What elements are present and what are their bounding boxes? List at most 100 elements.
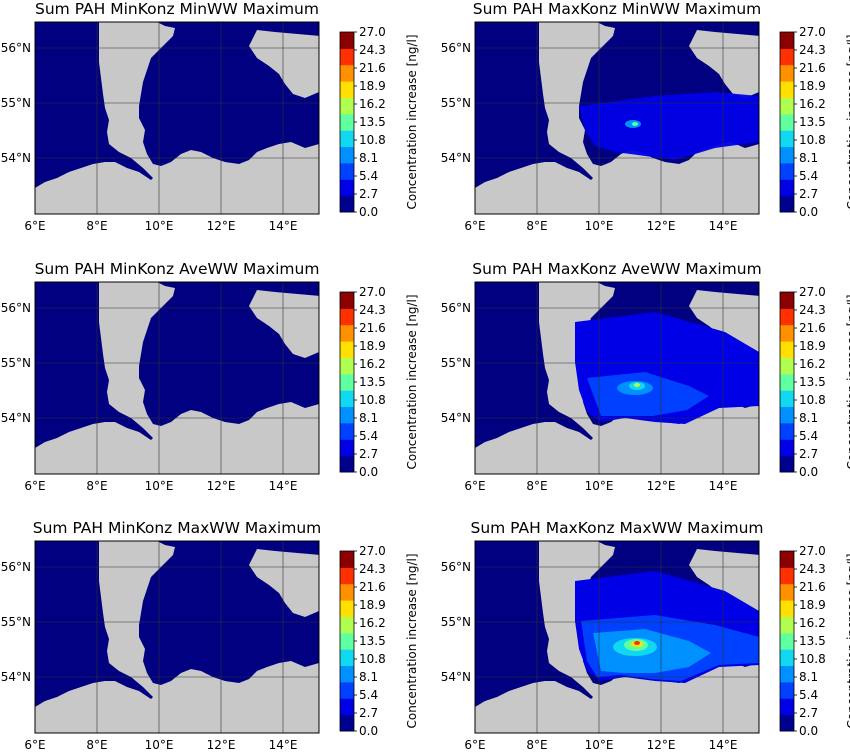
colorbar-tick-label: 13.5: [359, 115, 386, 129]
colorbar-tick-label: 21.6: [799, 61, 826, 75]
colorbar-tick-label: 13.5: [799, 634, 826, 648]
x-tick-label: 12°E: [207, 219, 236, 233]
colorbar-tick-label: 0.0: [799, 465, 818, 479]
colorbar: 0.0 2.7 5.4 8.1 10.8 13.5 16.2 18.9 21.6 24.3 27.0…: [339, 25, 419, 219]
x-tick-label: 8°E: [526, 219, 547, 233]
y-tick-label: 56°N: [1, 560, 31, 574]
colorbar-segment: [340, 32, 354, 49]
x-tick-label: 10°E: [585, 219, 614, 233]
colorbar-tick-label: 24.3: [799, 562, 826, 576]
colorbar-segment: [780, 583, 794, 601]
x-tick-label: 10°E: [585, 738, 614, 752]
colorbar-label: Concentration increase [ng/l]: [845, 294, 850, 469]
colorbar-tick-label: 18.9: [799, 598, 826, 612]
colorbar-segment: [780, 649, 794, 667]
y-tick-label: 55°N: [1, 96, 31, 110]
colorbar-segment: [340, 373, 354, 391]
colorbar-tick-label: 16.2: [799, 616, 826, 630]
y-tick-label: 54°N: [441, 670, 471, 684]
colorbar-segment: [340, 97, 354, 115]
colorbar-tick-label: 5.4: [799, 169, 818, 183]
colorbar-tick-label: 24.3: [799, 303, 826, 317]
colorbar-tick-label: 8.1: [359, 411, 378, 425]
colorbar-tick-label: 0.0: [799, 724, 818, 738]
colorbar-tick-label: 18.9: [359, 339, 386, 353]
colorbar-segment: [780, 681, 794, 699]
colorbar-tick-label: 24.3: [799, 43, 826, 57]
map-area: [475, 282, 759, 474]
map-area: [475, 541, 759, 733]
x-tick-label: 10°E: [145, 219, 174, 233]
map-frame: [34, 21, 320, 215]
colorbar-segment: [340, 81, 354, 98]
x-tick-label: 14°E: [709, 219, 738, 233]
y-tick-label: 56°N: [1, 301, 31, 315]
colorbar-tick-label: 13.5: [359, 634, 386, 648]
map-area: [35, 541, 319, 733]
colorbar: 0.0 2.7 5.4 8.1 10.8 13.5 16.2 18.9 21.6 24.3 27.0…: [779, 544, 850, 738]
colorbar-segment: [340, 390, 354, 408]
colorbar-tick-label: 18.9: [359, 598, 386, 612]
y-tick-label: 54°N: [441, 411, 471, 425]
colorbar-tick-label: 8.1: [359, 670, 378, 684]
colorbar-tick-label: 16.2: [359, 357, 386, 371]
colorbar-segment: [780, 48, 794, 66]
colorbar-segment: [340, 162, 354, 180]
map-frame: [474, 540, 760, 734]
y-tick-label: 55°N: [1, 356, 31, 370]
colorbar-segment: [780, 113, 794, 131]
colorbar: 0.0 2.7 5.4 8.1 10.8 13.5 16.2 18.9 21.6 24.3 27.0…: [779, 25, 850, 219]
colorbar-segment: [340, 64, 354, 82]
x-tick-label: 14°E: [709, 738, 738, 752]
y-tick-label: 56°N: [441, 301, 471, 315]
colorbar-segment: [340, 179, 354, 197]
colorbar-tick-label: 10.8: [359, 393, 386, 407]
colorbar-segment: [780, 97, 794, 115]
colorbar-segment: [780, 308, 794, 326]
colorbar-label: Concentration increase [ng/l]: [405, 34, 419, 209]
map-panel: Sum PAH MaxKonz MaxWW Maximum 6°E 8°E 10°E 1…: [441, 519, 850, 752]
map-frame: [34, 281, 320, 475]
map-panel: Sum PAH MinKonz AveWW Maximum 6°E 8°E 10°E 1…: [1, 260, 419, 493]
map-frame: [34, 540, 320, 734]
colorbar-segment: [340, 130, 354, 148]
colorbar-tick-label: 0.0: [359, 205, 378, 219]
colorbar-tick-label: 21.6: [359, 321, 386, 335]
colorbar-segment: [780, 422, 794, 440]
y-tick-label: 56°N: [441, 41, 471, 55]
colorbar-label: Concentration increase [ng/l]: [845, 553, 850, 728]
x-tick-label: 10°E: [145, 738, 174, 752]
colorbar-tick-label: 5.4: [799, 429, 818, 443]
colorbar-tick-label: 10.8: [799, 393, 826, 407]
y-tick-label: 54°N: [441, 151, 471, 165]
colorbar-segment: [780, 567, 794, 585]
panel-title: Sum PAH MaxKonz AveWW Maximum: [472, 260, 761, 278]
colorbar-segment: [340, 551, 354, 568]
map-panel: Sum PAH MaxKonz AveWW Maximum 6°E 8°E 10°E 1…: [441, 260, 850, 493]
colorbar-tick-label: 27.0: [359, 544, 386, 558]
colorbar-segment: [340, 567, 354, 585]
colorbar-segment: [780, 324, 794, 342]
x-tick-label: 14°E: [269, 479, 298, 493]
colorbar-tick-label: 21.6: [359, 580, 386, 594]
x-tick-label: 8°E: [86, 219, 107, 233]
colorbar-segment: [340, 324, 354, 342]
colorbar-segment: [780, 64, 794, 82]
colorbar-label: Concentration increase [ng/l]: [845, 34, 850, 209]
colorbar-segment: [340, 583, 354, 601]
colorbar-tick-label: 0.0: [359, 724, 378, 738]
x-tick-label: 6°E: [24, 219, 45, 233]
map-frame: [474, 21, 760, 215]
panel-title: Sum PAH MinKonz MinWW Maximum: [35, 0, 319, 18]
colorbar-segment: [340, 195, 354, 213]
x-tick-label: 6°E: [24, 738, 45, 752]
colorbar-tick-label: 2.7: [799, 447, 818, 461]
colorbar-segment: [780, 81, 794, 98]
panel-title: Sum PAH MaxKonz MaxWW Maximum: [470, 519, 763, 537]
colorbar-segment: [780, 390, 794, 408]
colorbar-segment: [780, 130, 794, 148]
y-tick-label: 54°N: [1, 411, 31, 425]
colorbar-tick-label: 10.8: [799, 133, 826, 147]
map-panel: Sum PAH MinKonz MaxWW Maximum 6°E 8°E 10°E 1…: [1, 519, 419, 752]
colorbar-label: Concentration increase [ng/l]: [405, 553, 419, 728]
